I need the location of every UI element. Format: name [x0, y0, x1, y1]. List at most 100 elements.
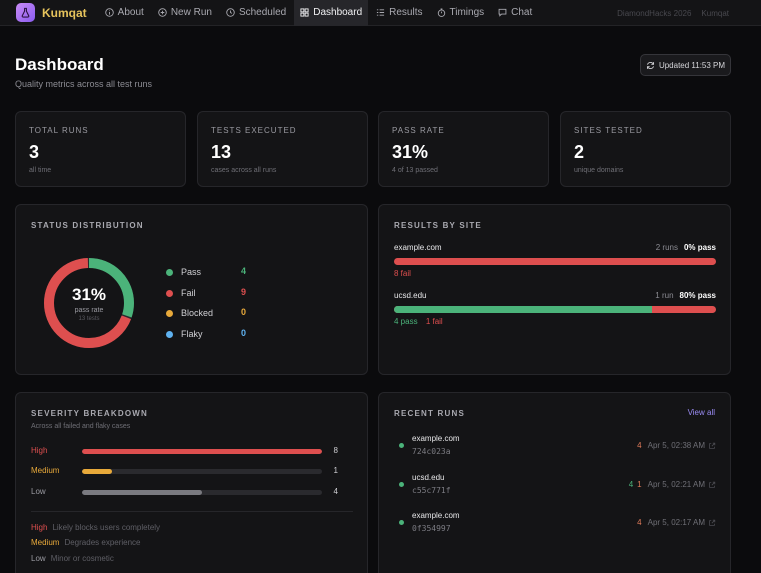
severity-note-low: Low Minor or cosmetic — [31, 554, 114, 563]
severity-note-high: High Likely blocks users completely — [31, 523, 160, 532]
site-runs: 2 runs — [655, 243, 678, 252]
donut-center: 31% pass rate 13 tests — [41, 255, 137, 351]
run-time: Apr 5, 02:38 AM — [647, 441, 705, 450]
site-pass-rate: 0% pass — [683, 243, 716, 252]
donut-tests: 13 tests — [78, 315, 100, 322]
legend-blocked: Blocked 0 — [166, 307, 246, 319]
run-pass-count: 4 — [628, 480, 634, 489]
note-text: Minor or cosmetic — [50, 554, 114, 563]
results-by-site-card: RESULTS BY SITE example.com 2 runs 0% pas… — [378, 204, 731, 375]
severity-count: 4 — [333, 487, 338, 496]
refresh-icon — [646, 61, 654, 69]
run-meta: 4 Apr 5, 02:17 AM — [633, 518, 716, 527]
top-nav: Kumqat About New Run Scheduled Dashboard… — [0, 0, 761, 26]
section-title: RESULTS BY SITE — [394, 221, 482, 230]
note-text: Degrades experience — [64, 538, 141, 547]
run-domain: ucsd.edu — [412, 473, 445, 482]
run-hash: c55c771f — [412, 486, 451, 495]
status-dot — [399, 520, 404, 525]
nav-new-run[interactable]: New Run — [152, 0, 218, 26]
page-title: Dashboard — [15, 55, 104, 74]
site-bar-pass — [394, 306, 652, 313]
stat-sub: all time — [29, 167, 52, 174]
donut-label: pass rate — [74, 306, 104, 314]
nav-scheduled-label: Scheduled — [238, 7, 287, 18]
stat-value: 31% — [392, 142, 429, 162]
legend-label: Pass — [181, 267, 202, 277]
stat-sub: 4 of 13 passed — [392, 167, 438, 174]
note-key: Low — [31, 554, 46, 563]
severity-label: Medium — [31, 466, 60, 475]
run-hash: 0f354997 — [412, 524, 451, 533]
clock-icon — [226, 8, 235, 17]
stat-label: SITES TESTED — [574, 126, 643, 135]
run-time: Apr 5, 02:17 AM — [647, 518, 705, 527]
nav-dashboard-label: Dashboard — [313, 7, 363, 18]
run-row[interactable]: example.com 0f354997 4 Apr 5, 02:17 AM — [394, 509, 716, 539]
severity-fill — [82, 490, 202, 495]
run-fail-count: 4 — [637, 518, 642, 527]
site-runs: 1 run — [655, 291, 674, 300]
stat-sub: cases across all runs — [211, 167, 277, 174]
run-row[interactable]: ucsd.edu c55c771f 4 1 Apr 5, 02:21 AM — [394, 471, 716, 501]
site-bar — [394, 306, 716, 313]
section-title: SEVERITY BREAKDOWN — [31, 409, 149, 418]
stat-card-tests-executed: TESTS EXECUTED 13 cases across all runs — [197, 111, 368, 187]
status-distribution-card: STATUS DISTRIBUTION 31% pass rate 13 tes… — [15, 204, 368, 375]
severity-count: 1 — [333, 466, 338, 475]
donut-chart: 31% pass rate 13 tests — [41, 255, 137, 351]
external-link-icon[interactable] — [708, 481, 716, 489]
severity-fill — [82, 469, 112, 474]
donut-segment-fail — [44, 258, 134, 348]
legend-count: 4 — [240, 266, 246, 276]
section-title: RECENT RUNS — [394, 409, 465, 418]
nav-results[interactable]: Results — [370, 0, 428, 26]
severity-track — [82, 449, 322, 454]
page-subtitle: Quality metrics across all test runs — [15, 79, 153, 89]
run-time: Apr 5, 02:21 AM — [647, 480, 705, 489]
nav-timings[interactable]: Timings — [431, 0, 491, 26]
nav-results-label: Results — [389, 7, 423, 18]
nav-timings-label: Timings — [449, 7, 485, 18]
site-pass-count: 4 pass — [394, 317, 418, 326]
nav-about[interactable]: About — [99, 0, 150, 26]
severity-row-high: High 8 — [31, 446, 353, 458]
nav-dashboard[interactable]: Dashboard — [294, 0, 369, 26]
donut-svg — [44, 258, 134, 348]
event-label: DiamondHacks 2026 — [617, 8, 692, 18]
nav-chat[interactable]: Chat — [492, 0, 538, 26]
run-row[interactable]: example.com 724c023a 4 Apr 5, 02:38 AM — [394, 432, 716, 462]
info-icon — [104, 8, 114, 17]
site-name: ucsd.edu — [394, 291, 427, 300]
donut-segment-pass — [44, 258, 134, 348]
nav-scheduled[interactable]: Scheduled — [220, 0, 292, 26]
nav-chat-label: Chat — [511, 7, 533, 18]
legend-count: 9 — [240, 287, 246, 297]
blocked-dot — [166, 309, 173, 317]
site-fail-count: 8 fail — [394, 269, 411, 278]
updated-label: Updated 11:53 PM — [658, 60, 726, 70]
nav-about-label: About — [117, 7, 144, 18]
view-all-link[interactable]: View all — [687, 408, 715, 417]
stat-value: 13 — [211, 142, 232, 162]
legend-flaky: Flaky 0 — [166, 328, 246, 340]
severity-label: High — [31, 446, 48, 455]
severity-label: Low — [31, 487, 46, 496]
app-logo[interactable]: Kumqat — [16, 3, 87, 22]
run-hash: 724c023a — [412, 447, 451, 456]
severity-count: 8 — [333, 446, 338, 455]
site-counts: 4 pass 1 fail — [394, 317, 443, 326]
run-meta: 4 1 Apr 5, 02:21 AM — [629, 480, 716, 489]
stat-card-pass-rate: PASS RATE 31% 4 of 13 passed — [378, 111, 549, 187]
recent-runs-card: RECENT RUNS View all example.com 724c023… — [378, 392, 731, 573]
legend-pass: Pass 4 — [166, 266, 246, 278]
stopwatch-icon — [437, 8, 445, 17]
refresh-button[interactable]: Updated 11:53 PM — [640, 54, 731, 76]
grid-icon — [300, 8, 309, 17]
external-link-icon[interactable] — [708, 519, 716, 527]
site-summary: 1 run 80% pass — [655, 291, 716, 300]
chat-icon — [498, 8, 507, 17]
external-link-icon[interactable] — [708, 442, 716, 450]
section-title: STATUS DISTRIBUTION — [31, 221, 144, 230]
legend-count: 0 — [240, 328, 246, 338]
